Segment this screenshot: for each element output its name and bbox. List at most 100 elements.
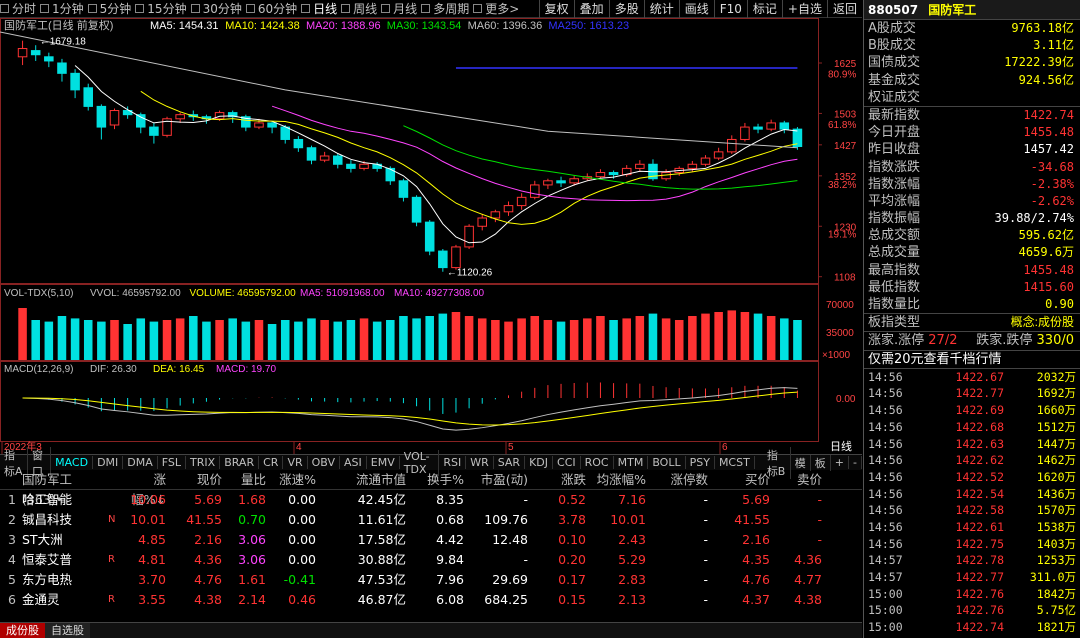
list-header-cell[interactable]: 均涨幅% [596,472,646,487]
toolbar-button-7[interactable]: +自选 [781,0,827,18]
period-tab-9[interactable]: 多周期 [421,0,473,17]
indicator-right-3[interactable]: + [831,456,849,469]
list-header-cell[interactable]: 涨速% [279,472,316,487]
volume-bar [543,320,553,360]
list-header-cell[interactable] [0,470,22,489]
period-tab-5[interactable]: 60分钟 [245,0,301,17]
toolbar-button-8[interactable]: 返回 [826,0,862,18]
indicator-right-4[interactable]: - [849,456,862,469]
indicator-tab-8[interactable]: CR [259,456,284,469]
list-header-cell[interactable] [108,470,126,489]
toolbar-button-2[interactable]: 多股 [608,0,644,18]
tick-volume: 1538万 [1036,519,1076,534]
index-row: 最新指数 1422.74 [864,107,1080,124]
list-header-cell[interactable]: 换手% [427,472,464,487]
period-tab-8[interactable]: 月线 [381,0,421,17]
period-tab-2[interactable]: 5分钟 [87,0,136,17]
indicator-tab-2[interactable]: MACD [51,456,94,469]
indicator-tab-13[interactable]: VOL-TDX [400,449,440,476]
tick-time: 15:00 [868,586,903,601]
indicator-tab-6[interactable]: TRIX [186,456,221,469]
period-tab-3[interactable]: 15分钟 [135,0,190,17]
indicator-tab-21[interactable]: BOLL [648,456,686,469]
indicator-tab-11[interactable]: ASI [340,456,367,469]
list-header-cell[interactable]: 量比 [240,472,266,487]
candle-body [411,196,422,223]
indicator-tab-22[interactable]: PSY [686,456,715,469]
tick-time: 14:56 [868,469,903,484]
table-row[interactable]: 3 ST大洲 4.85 2.16 3.06 0.00 17.58亿 4.42 12.48 0.10… [0,530,862,550]
indicator-right-2[interactable]: 板 [811,454,831,471]
table-row[interactable]: 4 恒泰艾普 R 4.81 4.36 3.06 0.00 30.88亿 9.84 - 0.20 5.2… [0,550,862,570]
indicator-right-0[interactable]: 指标B [763,446,791,479]
footer-tab-1[interactable]: 自选股 [45,622,90,638]
table-row[interactable]: 1 哈工智能 10.06 5.69 1.68 0.00 42.45亿 8.35 - 0.52 7.1… [0,490,862,510]
table-cell: - [523,552,528,567]
list-header-cell[interactable]: 涨幅%↓ [131,472,166,507]
toolbar-button-1[interactable]: 叠加 [573,0,609,18]
volume-bar [793,320,802,360]
period-tab-0[interactable]: 分时 [0,0,40,17]
indicator-tab-16[interactable]: SAR [494,456,526,469]
indicator-tab-14[interactable]: RSI [439,456,467,469]
list-header-cell[interactable]: 现价 [196,472,222,487]
period-tab-1[interactable]: 1分钟 [40,0,88,17]
table-cell: 10.06 [130,492,166,507]
list-header-cell[interactable]: 涨跌 [560,472,586,487]
list-header-cell[interactable]: 卖价 [796,472,822,487]
indicator-tab-7[interactable]: BRAR [220,456,260,469]
level2-notice[interactable]: 仅需20元查看千档行情 [864,351,1080,368]
price-tick: 1230 [834,222,857,233]
toolbar-button-0[interactable]: 复权 [538,0,574,18]
table-row[interactable]: 6 金通灵 R 3.55 4.38 2.14 0.46 46.87亿 6.08 684.25 0.1… [0,590,862,610]
period-tab-7[interactable]: 周线 [341,0,381,17]
table-cell: - [703,552,708,567]
indicator-tab-23[interactable]: MCST [715,456,755,469]
table-row[interactable]: 5 东方电热 3.70 4.76 1.61 -0.41 47.53亿 7.96 29.69 0.1… [0,570,862,590]
kline-chart[interactable]: 国防军工(日线 前复权) MA5: 1454.31 MA10: 1424.38 MA2… [0,18,862,454]
indicator-tab-3[interactable]: DMI [93,456,124,469]
period-tab-6[interactable]: 日线 [301,0,341,17]
ma-legend: MA10: 1424.38 [225,20,300,32]
list-header-cell[interactable]: 市盈(动) [480,472,528,487]
indicator-tab-19[interactable]: ROC [581,456,614,469]
indicator-tab-9[interactable]: VR [283,456,308,469]
toolbar-button-5[interactable]: F10 [713,0,747,18]
indicator-tab-1[interactable]: 窗口 [28,446,52,479]
toolbar-button-6[interactable]: 标记 [746,0,782,18]
indicator-tab-20[interactable]: MTM [614,456,649,469]
table-row[interactable]: 2 铖昌科技 N 10.01 41.55 0.70 0.00 11.61亿 0.68 109.76… [0,510,862,530]
index-value: 1415.60 [1023,279,1074,294]
list-header-cell[interactable]: 涨停数 [670,472,708,487]
tick-volume: 311.0万 [1029,570,1076,584]
indicator-tab-17[interactable]: KDJ [525,456,554,469]
period-tab-4[interactable]: 30分钟 [190,0,246,17]
list-header-cell[interactable]: 流通市值 [355,472,406,487]
toolbar-button-4[interactable]: 画线 [678,0,714,18]
volume-bar [123,324,132,360]
period-tab-10[interactable]: 更多> [473,0,523,17]
indicator-tab-15[interactable]: WR [466,456,494,469]
indicator-right-1[interactable]: 模 [791,454,811,471]
volume-bar [386,320,395,360]
list-header-cell[interactable]: 国防军工(363)• [22,472,73,507]
candle-body [569,178,579,184]
period-label: 日线 [313,2,338,16]
tick-price: 1422.52 [955,469,1004,484]
indicator-tab-5[interactable]: FSL [158,456,187,469]
indicator-tab-10[interactable]: OBV [308,456,341,469]
toolbar-button-3[interactable]: 统计 [643,0,679,18]
volume-bar [320,320,329,360]
indicator-tab-18[interactable]: CCI [553,456,581,469]
indicator-tab-0[interactable]: 指标A [0,446,28,479]
index-type-label: 板指类型 [868,315,921,331]
footer-tab-0[interactable]: 成份股 [0,622,45,638]
indicator-tab-12[interactable]: EMV [367,456,400,469]
table-cell: 2.43 [618,532,646,547]
ma-line-5 [74,65,798,244]
list-header-cell[interactable]: 买价 [744,472,770,487]
table-cell: 5 [8,572,16,587]
candle-body [346,163,356,169]
indicator-tab-4[interactable]: DMA [123,456,158,469]
